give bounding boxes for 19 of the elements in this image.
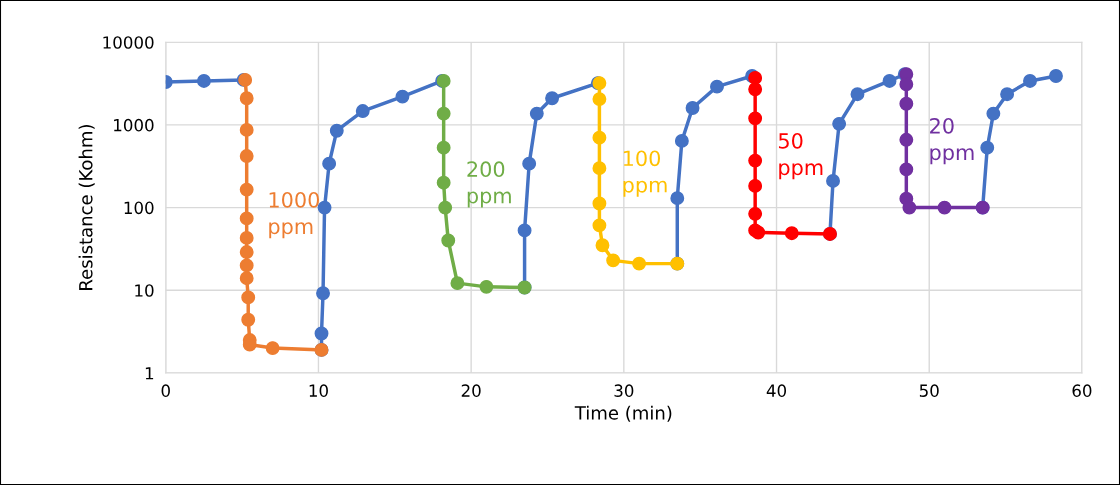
x-tick-label: 50 [919,384,939,397]
y-tick-label: 1000 [114,118,154,132]
y-tick-label: 100 [124,201,154,215]
x-tick-label: 0 [161,384,170,397]
y-axis-title: Resistance (Kohm) [78,125,95,290]
x-tick-label: 40 [766,384,787,397]
annotation: 50 ppm [778,132,823,180]
y-tick-label: 1 [145,367,154,380]
x-tick-label: 10 [309,384,328,397]
annotation: 20 ppm [930,117,974,165]
y-tick-label: 10 [135,284,154,297]
annotation: 200 ppm [467,161,511,208]
x-axis-title: Time (min) [574,405,672,422]
y-tick-label: 10000 [103,36,154,49]
annotation: 1000 ppm [269,191,320,239]
annotation: 100 ppm [623,150,667,197]
x-tick-label: 30 [614,384,634,397]
x-tick-label: 60 [1072,384,1092,397]
x-tick-label: 20 [461,384,481,397]
